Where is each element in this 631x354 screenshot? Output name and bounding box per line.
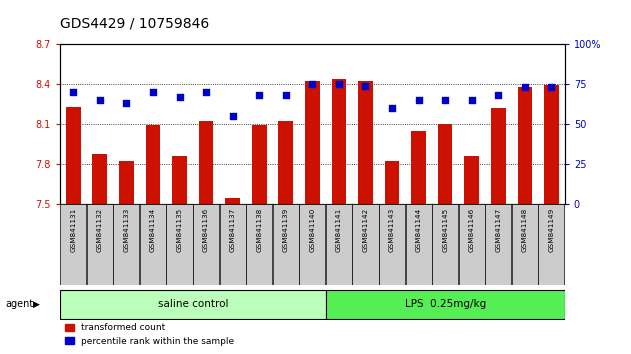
Point [228, 113, 238, 119]
Bar [438, 124, 452, 204]
FancyBboxPatch shape [406, 204, 432, 285]
Text: GSM841131: GSM841131 [70, 207, 76, 252]
Text: agent: agent [5, 299, 33, 309]
Bar [225, 198, 240, 204]
Point [121, 101, 131, 106]
Point [68, 89, 78, 95]
Point [201, 89, 211, 95]
FancyBboxPatch shape [326, 204, 352, 285]
Text: GSM841134: GSM841134 [150, 207, 156, 252]
Point [307, 81, 317, 87]
FancyBboxPatch shape [193, 204, 219, 285]
Text: GSM841137: GSM841137 [230, 207, 235, 252]
Bar [199, 121, 213, 204]
FancyBboxPatch shape [538, 204, 565, 285]
Point [467, 97, 477, 103]
Point [546, 84, 557, 90]
Point [440, 97, 451, 103]
FancyBboxPatch shape [140, 204, 166, 285]
Point [95, 97, 105, 103]
FancyBboxPatch shape [379, 204, 405, 285]
Bar [332, 79, 346, 204]
Point [148, 89, 158, 95]
FancyBboxPatch shape [246, 204, 272, 285]
FancyBboxPatch shape [326, 290, 565, 319]
FancyBboxPatch shape [60, 290, 326, 319]
Text: GSM841138: GSM841138 [256, 207, 262, 252]
FancyBboxPatch shape [353, 204, 379, 285]
Text: GSM841145: GSM841145 [442, 207, 448, 252]
FancyBboxPatch shape [220, 204, 245, 285]
Bar [252, 125, 266, 204]
FancyBboxPatch shape [459, 204, 485, 285]
FancyBboxPatch shape [485, 204, 511, 285]
Legend: transformed count, percentile rank within the sample: transformed count, percentile rank withi… [61, 320, 238, 349]
FancyBboxPatch shape [167, 204, 192, 285]
Bar [358, 81, 373, 204]
FancyBboxPatch shape [273, 204, 299, 285]
Text: GSM841133: GSM841133 [124, 207, 129, 252]
FancyBboxPatch shape [114, 204, 139, 285]
Point [254, 92, 264, 98]
Point [281, 92, 291, 98]
Text: GSM841140: GSM841140 [309, 207, 316, 252]
FancyBboxPatch shape [60, 204, 86, 285]
Bar [66, 107, 81, 204]
FancyBboxPatch shape [299, 204, 326, 285]
Text: GSM841135: GSM841135 [177, 207, 182, 252]
Text: GSM841139: GSM841139 [283, 207, 289, 252]
Text: GSM841148: GSM841148 [522, 207, 528, 252]
Bar [172, 156, 187, 204]
Text: GSM841149: GSM841149 [548, 207, 555, 252]
FancyBboxPatch shape [87, 204, 113, 285]
Bar [411, 131, 426, 204]
FancyBboxPatch shape [512, 204, 538, 285]
Point [334, 81, 344, 87]
Text: GSM841142: GSM841142 [362, 207, 369, 252]
Text: GDS4429 / 10759846: GDS4429 / 10759846 [60, 16, 209, 30]
FancyBboxPatch shape [432, 204, 458, 285]
Point [174, 94, 184, 100]
Bar [278, 121, 293, 204]
Bar [517, 87, 532, 204]
Bar [119, 161, 134, 204]
Bar [491, 108, 505, 204]
Point [520, 84, 530, 90]
Text: ▶: ▶ [33, 300, 40, 309]
Text: GSM841147: GSM841147 [495, 207, 501, 252]
Text: GSM841136: GSM841136 [203, 207, 209, 252]
Bar [544, 85, 559, 204]
Text: GSM841132: GSM841132 [97, 207, 103, 252]
Bar [93, 154, 107, 204]
Point [360, 83, 370, 88]
Bar [305, 81, 320, 204]
Bar [385, 161, 399, 204]
Point [413, 97, 423, 103]
Text: GSM841143: GSM841143 [389, 207, 395, 252]
Point [493, 92, 504, 98]
Text: LPS  0.25mg/kg: LPS 0.25mg/kg [404, 299, 486, 309]
Text: GSM841141: GSM841141 [336, 207, 342, 252]
Point [387, 105, 397, 111]
Text: saline control: saline control [158, 299, 228, 309]
Bar [146, 125, 160, 204]
Text: GSM841146: GSM841146 [469, 207, 475, 252]
Text: GSM841144: GSM841144 [416, 207, 422, 252]
Bar [464, 156, 479, 204]
